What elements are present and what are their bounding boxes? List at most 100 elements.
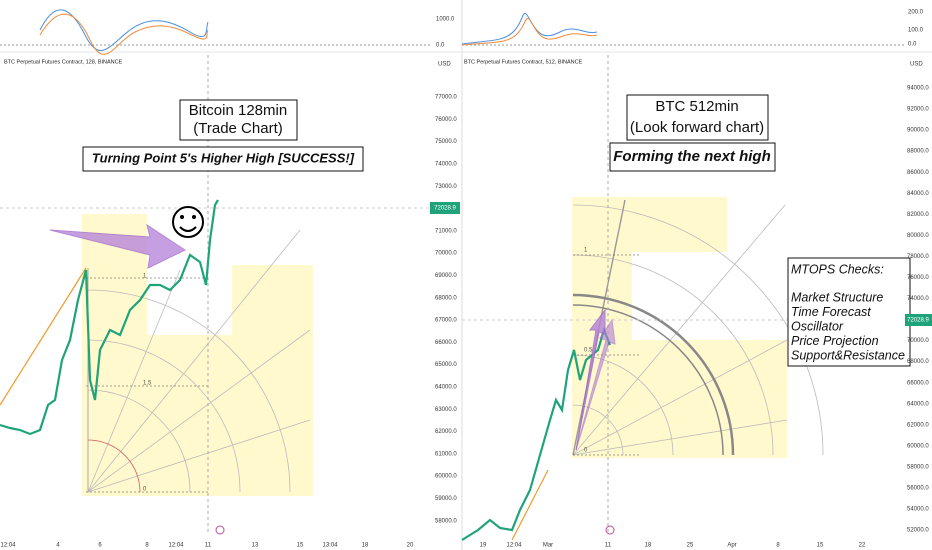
title-box — [179, 99, 298, 141]
price-label: 84000.0 — [907, 191, 929, 197]
time-label: 6 — [98, 543, 102, 549]
osc-label: 0.0 — [436, 43, 445, 49]
fib-label: 1 — [143, 274, 147, 280]
trend-line — [0, 267, 87, 406]
price-label: 74000.0 — [435, 161, 457, 167]
price-label: 52000.0 — [907, 528, 929, 534]
price-label: 90000.0 — [907, 128, 929, 134]
arc — [87, 439, 141, 493]
smiley — [172, 206, 204, 238]
price-label: 94000.0 — [907, 86, 929, 92]
time-label: 8 — [145, 543, 149, 549]
price-label: 86000.0 — [907, 170, 929, 176]
price-label: 68000.0 — [435, 295, 457, 301]
fib-label: 0 — [584, 448, 588, 454]
price-label: 68000.0 — [907, 359, 929, 365]
check-item: Price Projection — [791, 334, 879, 348]
oscillator — [39, 13, 209, 55]
price-label: 62000.0 — [435, 429, 457, 435]
price-label: 69000.0 — [435, 273, 457, 279]
time-label: 12:04 — [168, 543, 184, 549]
price-label: 63000.0 — [435, 407, 457, 413]
osc-label: 200.0 — [908, 10, 924, 16]
price-label: 77000.0 — [435, 95, 457, 101]
time-label: 4 — [56, 543, 60, 549]
subtitle-box — [82, 146, 364, 172]
oscillator — [39, 9, 209, 51]
price-tag: 72028.9 — [434, 206, 456, 212]
price-label: 78000.0 — [907, 254, 929, 260]
title-line: (Look forward chart) — [630, 119, 764, 136]
chart-header: BTC Perpetual Futures Contract, 128, BIN… — [4, 59, 123, 65]
price-label: 58000.0 — [907, 464, 929, 470]
time-label: 22 — [859, 543, 866, 549]
time-label: 18 — [645, 543, 652, 549]
price-trace — [0, 199, 219, 436]
price-label: 74000.0 — [907, 296, 929, 302]
price-tag-box — [430, 202, 460, 214]
time-label: 15 — [817, 543, 824, 549]
time-label: 12:04 — [0, 543, 16, 549]
time-label: 13:04 — [322, 543, 338, 549]
oscillator — [461, 18, 598, 46]
price-label: 80000.0 — [907, 233, 929, 239]
time-label: 18 — [362, 543, 369, 549]
time-label: Apr — [727, 543, 736, 549]
arrow — [575, 308, 606, 451]
price-label: 60000.0 — [907, 443, 929, 449]
subtitle: Forming the next high — [613, 148, 771, 165]
time-label: Mar — [543, 543, 553, 549]
price-label: 59000.0 — [435, 496, 457, 502]
time-label: 13 — [252, 543, 259, 549]
time-label: 15 — [297, 543, 304, 549]
price-label: 64000.0 — [907, 401, 929, 407]
price-label: 88000.0 — [907, 149, 929, 155]
price-label: 76000.0 — [435, 117, 457, 123]
time-label: 25 — [687, 543, 694, 549]
time-box — [232, 265, 313, 335]
fib-label: 0 — [143, 487, 147, 493]
price-label: 62000.0 — [907, 422, 929, 428]
osc-label: 0.0 — [908, 42, 917, 48]
fib-label: 1.5 — [143, 381, 152, 387]
time-label: 11 — [605, 543, 612, 549]
price-label: 61000.0 — [435, 451, 457, 457]
fib-label: 0.5 — [584, 348, 593, 354]
event-icon — [605, 525, 615, 535]
time-label: 8 — [776, 543, 780, 549]
checks-title: MTOPS Checks: — [791, 262, 884, 276]
price-tag-box — [905, 314, 932, 326]
price-label: 66000.0 — [907, 380, 929, 386]
chart-header: BTC Perpetual Futures Contract, 512, BIN… — [464, 59, 583, 65]
price-label: 70000.0 — [435, 251, 457, 257]
price-label: 64000.0 — [435, 384, 457, 390]
subtitle: Turning Point 5's Higher High [SUCCESS!] — [92, 150, 355, 165]
time-label: 19 — [480, 543, 487, 549]
price-tag: 72028.9 — [907, 318, 929, 324]
osc-label: 1000.0 — [436, 17, 455, 23]
price-label: 75000.0 — [435, 139, 457, 145]
price-label: 65000.0 — [435, 362, 457, 368]
time-label: 20 — [407, 543, 414, 549]
title-box — [626, 94, 769, 141]
price-label: 56000.0 — [907, 486, 929, 492]
title-line: BTC 512min — [655, 98, 738, 115]
gap — [632, 252, 727, 340]
time-label: 11 — [205, 543, 212, 549]
price-label: 67000.0 — [435, 318, 457, 324]
time-box — [82, 214, 147, 496]
price-label: 73000.0 — [435, 184, 457, 190]
price-label: 66000.0 — [435, 340, 457, 346]
fib-label: 1 — [584, 248, 588, 254]
price-label: 71000.0 — [435, 228, 457, 234]
check-item: Oscillator — [791, 319, 844, 333]
arrow — [49, 223, 187, 269]
currency: USD — [910, 62, 923, 68]
price-label: 76000.0 — [907, 275, 929, 281]
price-label: 82000.0 — [907, 212, 929, 218]
checks-box — [787, 257, 911, 367]
time-box — [147, 335, 313, 496]
check-item: Support&Resistance — [791, 348, 905, 362]
time-box — [727, 340, 787, 458]
